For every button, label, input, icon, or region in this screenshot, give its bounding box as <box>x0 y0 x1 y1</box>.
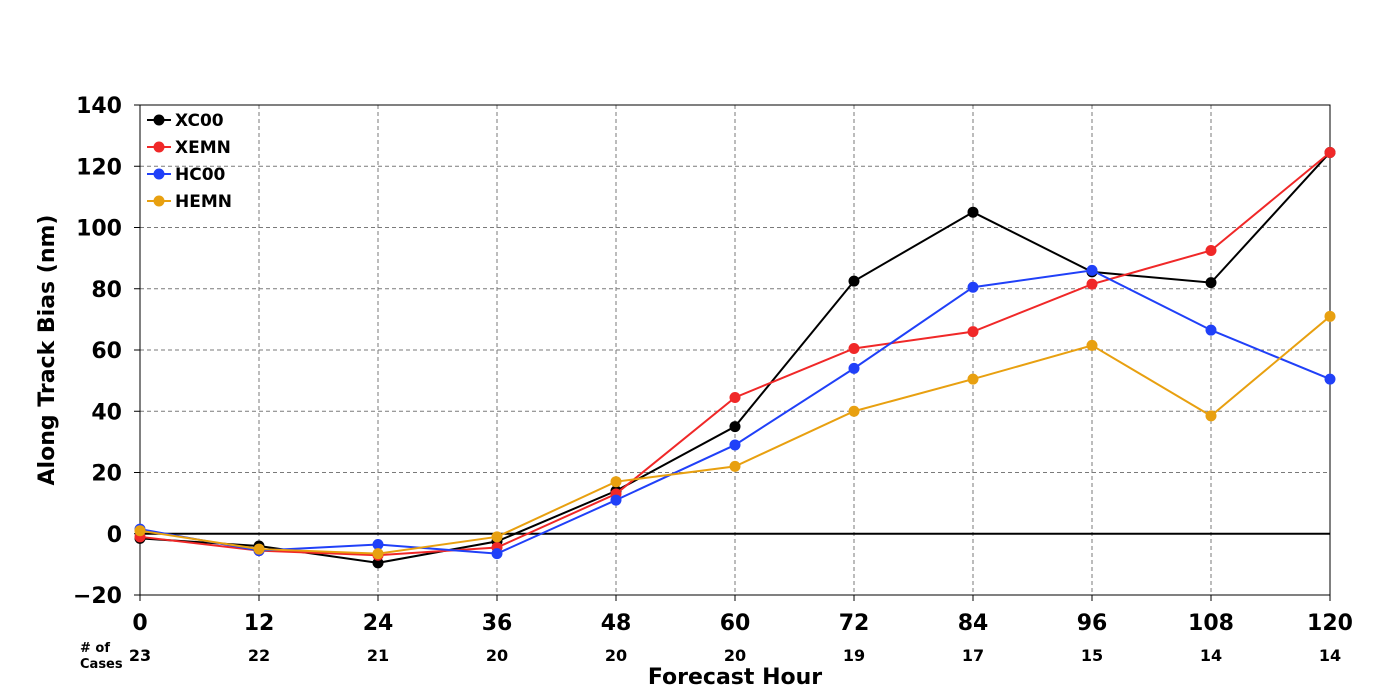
data-point <box>1205 244 1217 256</box>
legend-label: XEMN <box>175 138 231 158</box>
case-count: 20 <box>605 646 627 665</box>
data-point <box>1324 146 1336 158</box>
y-tick-label: 60 <box>91 339 122 364</box>
data-point <box>1324 373 1336 385</box>
legend-item-xemn: XEMN <box>147 138 231 158</box>
case-count: 20 <box>724 646 746 665</box>
case-count: 15 <box>1081 646 1103 665</box>
data-point <box>967 206 979 218</box>
legend-marker <box>153 168 165 180</box>
series <box>134 146 1336 569</box>
case-count: 14 <box>1200 646 1222 665</box>
data-point <box>372 538 384 550</box>
y-axis-title: Along Track Bias (nm) <box>35 215 60 486</box>
data-point <box>848 405 860 417</box>
case-count: 20 <box>486 646 508 665</box>
case-count: 19 <box>843 646 865 665</box>
data-point <box>1205 324 1217 336</box>
data-point <box>1086 339 1098 351</box>
legend-item-xc00: XC00 <box>147 111 224 131</box>
y-tick-label: −20 <box>73 584 122 609</box>
data-point <box>372 548 384 560</box>
legend-marker <box>153 195 165 207</box>
cases-header-line1: # of <box>80 641 110 656</box>
data-point <box>491 548 503 560</box>
legend-label: XC00 <box>175 111 224 131</box>
y-axis-ticks: −20 0 20 40 60 80 100 120 140 <box>73 94 140 609</box>
x-tick-label: 120 <box>1307 611 1353 636</box>
x-tick-label: 72 <box>839 611 870 636</box>
data-point <box>134 525 146 537</box>
data-point <box>610 476 622 488</box>
y-tick-label: 100 <box>76 217 122 242</box>
data-point <box>729 391 741 403</box>
x-tick-label: 0 <box>132 611 147 636</box>
y-tick-label: 80 <box>91 278 122 303</box>
data-point <box>610 494 622 506</box>
legend-label: HC00 <box>175 165 226 185</box>
data-point <box>253 543 265 555</box>
y-tick-label: 40 <box>91 400 122 425</box>
data-point <box>848 275 860 287</box>
data-point <box>491 531 503 543</box>
number-of-cases-row: # of Cases 23 22 21 20 20 20 19 17 15 14 14 <box>80 641 1341 672</box>
y-tick-label: 0 <box>107 523 122 548</box>
series-hemn <box>134 310 1336 560</box>
data-point <box>1086 278 1098 290</box>
case-count: 23 <box>129 646 151 665</box>
x-tick-label: 96 <box>1077 611 1108 636</box>
y-tick-label: 120 <box>76 155 122 180</box>
data-point <box>848 362 860 374</box>
y-tick-label: 20 <box>91 462 122 487</box>
y-tick-label: 140 <box>76 94 122 119</box>
cases-header-line2: Cases <box>80 657 123 672</box>
case-count: 17 <box>962 646 984 665</box>
legend-item-hc00: HC00 <box>147 165 226 185</box>
case-count: 22 <box>248 646 270 665</box>
data-point <box>372 557 384 569</box>
x-tick-label: 108 <box>1188 611 1234 636</box>
x-tick-label: 24 <box>363 611 394 636</box>
legend-marker <box>153 114 165 126</box>
data-point <box>967 373 979 385</box>
data-point <box>967 326 979 338</box>
case-count: 14 <box>1319 646 1341 665</box>
x-axis-title: Forecast Hour <box>648 665 822 690</box>
legend-item-hemn: HEMN <box>147 192 232 212</box>
data-point <box>1324 310 1336 322</box>
data-point <box>729 439 741 451</box>
data-point <box>967 281 979 293</box>
data-point <box>848 342 860 354</box>
data-point <box>1205 410 1217 422</box>
x-tick-label: 36 <box>482 611 513 636</box>
x-tick-label: 48 <box>601 611 632 636</box>
legend: XC00 XEMN HC00 HEMN <box>147 111 232 212</box>
x-tick-label: 12 <box>244 611 275 636</box>
data-point <box>1205 277 1217 289</box>
case-count: 21 <box>367 646 389 665</box>
x-axis-ticks: 0 12 24 36 48 60 72 84 96 108 120 <box>132 595 1353 636</box>
data-point <box>729 460 741 472</box>
data-point <box>729 421 741 433</box>
x-tick-label: 84 <box>958 611 989 636</box>
legend-marker <box>153 141 165 153</box>
x-tick-label: 60 <box>720 611 751 636</box>
data-point <box>1086 264 1098 276</box>
legend-label: HEMN <box>175 192 232 212</box>
grid <box>140 105 1330 595</box>
